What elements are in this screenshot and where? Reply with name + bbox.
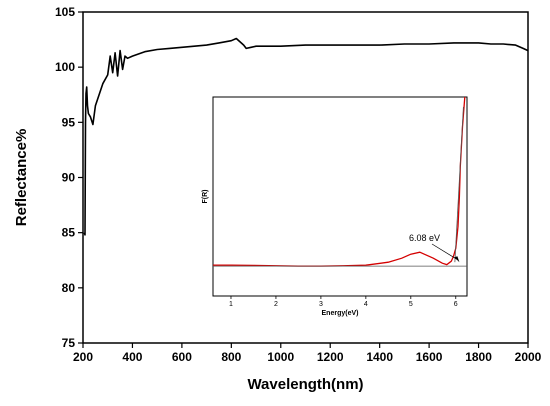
- inset-plot-frame: [212, 96, 468, 297]
- tangent-line: [454, 106, 464, 263]
- x-tick-label: 1600: [416, 350, 443, 364]
- inset-x-tick-label: 6: [454, 301, 458, 308]
- x-tick-label: 800: [221, 350, 241, 364]
- y-tick-label: 100: [55, 60, 75, 74]
- x-axis-label: Wavelength(nm): [247, 376, 363, 393]
- x-tick-label: 1000: [267, 350, 294, 364]
- x-tick-label: 2000: [515, 350, 542, 364]
- inset-y-axis-label: F(R): [202, 190, 209, 204]
- x-tick-label: 200: [73, 350, 93, 364]
- inset-x-tick-label: 2: [274, 301, 278, 308]
- reflectance-series-line: [83, 37, 529, 236]
- x-tick-label: 1400: [366, 350, 393, 364]
- band-gap-annotation: 6.08 eV: [409, 233, 440, 243]
- y-tick-label: 75: [62, 336, 76, 350]
- y-tick-label: 90: [62, 171, 76, 185]
- inset-x-tick-label: 3: [319, 301, 323, 308]
- y-tick-label: 95: [62, 115, 76, 129]
- annotation-arrow-head: [454, 256, 460, 263]
- inset-x-axis-label: Energy(eV): [322, 310, 359, 317]
- inset-x-tick-label: 4: [364, 301, 368, 308]
- annotation-arrow-line: [431, 243, 459, 261]
- inset-x-tick-label: 1: [229, 301, 233, 308]
- inset-x-tick-label: 5: [409, 301, 413, 308]
- x-tick-label: 1200: [317, 350, 344, 364]
- y-axis-label: Reflectance%: [13, 129, 30, 227]
- y-tick-label: 85: [62, 226, 76, 240]
- y-tick-label: 105: [55, 5, 75, 19]
- x-tick-label: 600: [172, 350, 192, 364]
- x-tick-label: 400: [122, 350, 142, 364]
- y-tick-label: 80: [62, 281, 76, 295]
- x-tick-label: 1800: [465, 350, 492, 364]
